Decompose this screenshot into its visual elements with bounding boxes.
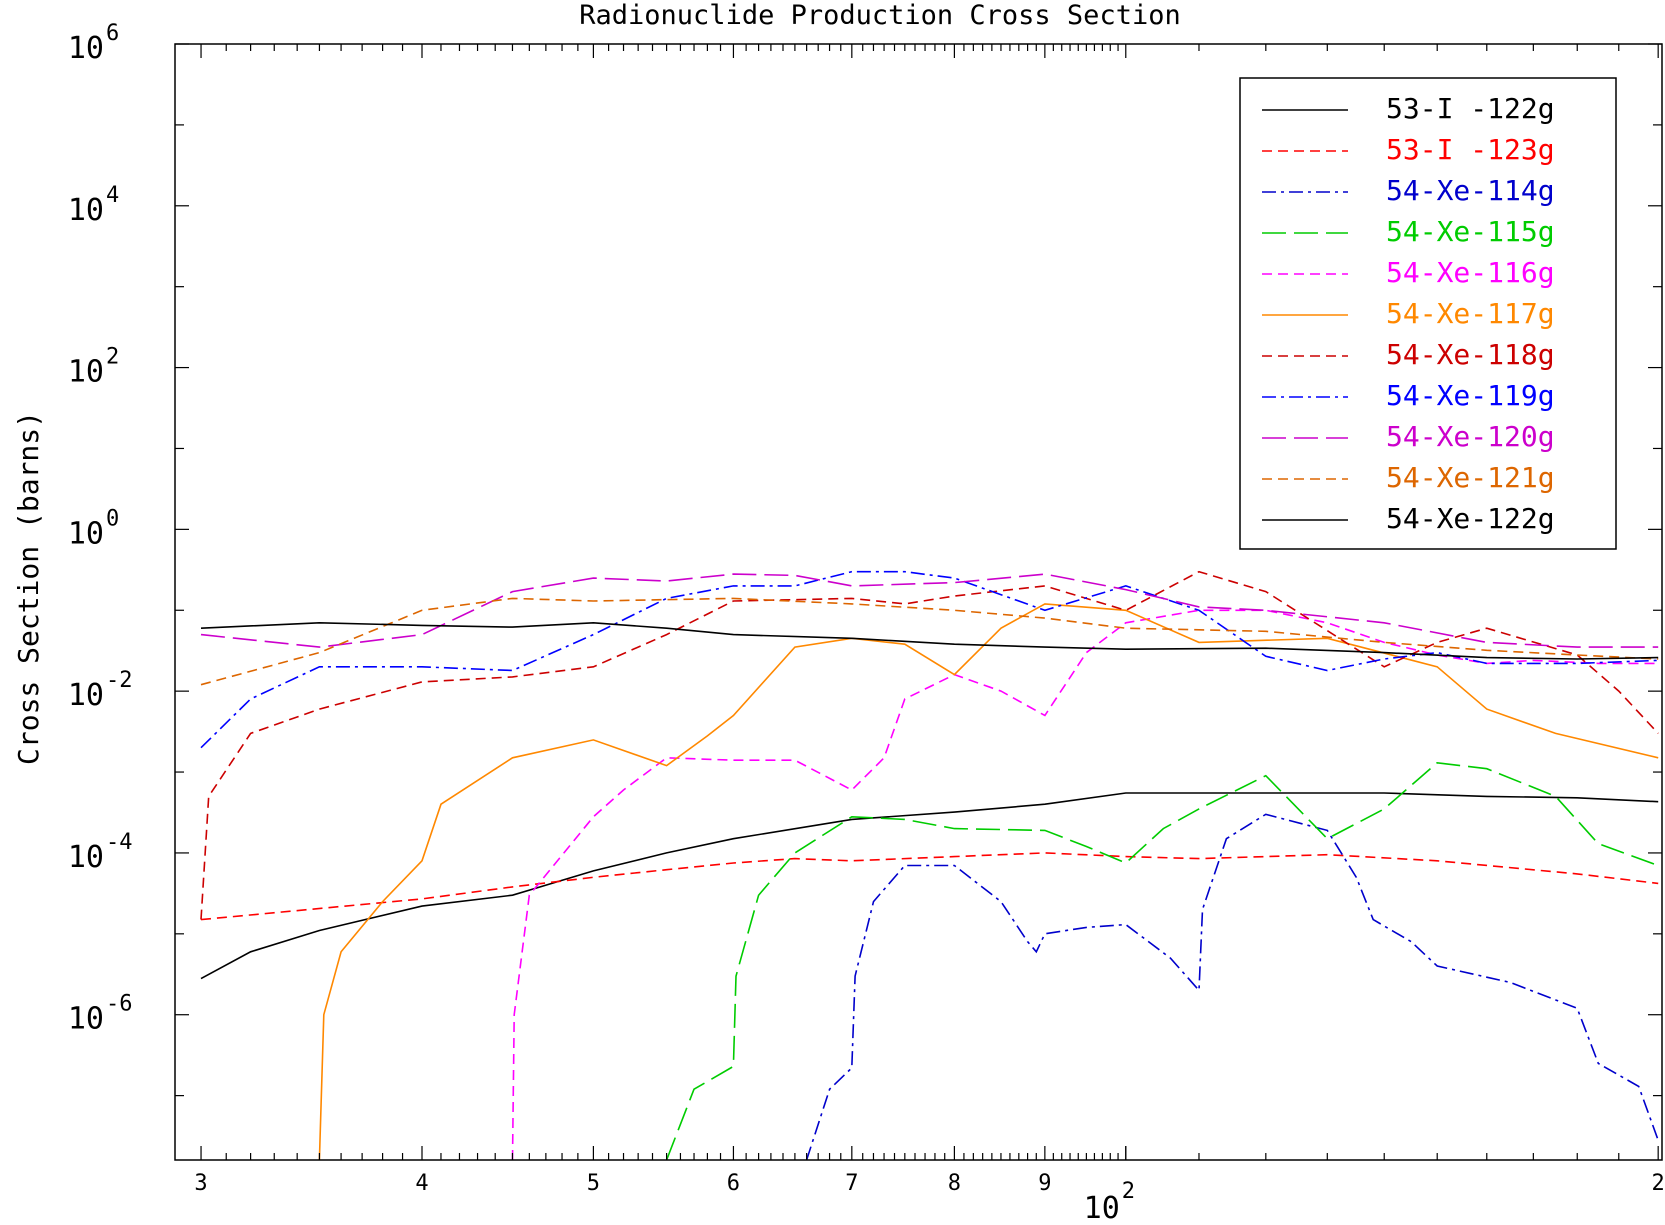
y-tick-label-exp: 6: [106, 21, 119, 46]
y-tick-label-base: 10: [68, 516, 104, 551]
plot-frame: [174, 43, 1663, 1161]
y-tick-label-exp: -6: [106, 992, 133, 1017]
legend-label: 54-Xe-117g: [1386, 297, 1555, 330]
series-line-5: [511, 609, 1659, 1160]
series-line-4: [665, 761, 1659, 1160]
plot-area: [200, 570, 1659, 1160]
y-axis-label: Cross Section (barns): [12, 411, 45, 765]
y-tick-label-exp: 0: [106, 506, 119, 531]
x-tick-label: 3: [194, 1171, 207, 1196]
series-line-9: [200, 573, 1659, 648]
y-tick-label-base: 10: [68, 31, 104, 66]
series-line-3: [805, 813, 1659, 1160]
legend-label: 54-Xe-118g: [1386, 338, 1555, 371]
series-line-1: [200, 792, 1659, 980]
legend-label: 54-Xe-114g: [1386, 174, 1555, 207]
legend-label: 54-Xe-121g: [1386, 461, 1555, 494]
legend-label: 54-Xe-116g: [1386, 256, 1555, 289]
x-tick-label: 4: [415, 1171, 428, 1196]
legend-label: 54-Xe-115g: [1386, 215, 1555, 248]
x-tick-label: 7: [845, 1171, 858, 1196]
x-tick-label: 5: [587, 1171, 600, 1196]
y-tick-label-exp: -4: [106, 830, 133, 855]
series-line-7: [200, 570, 1659, 920]
y-tick-label-exp: 4: [106, 183, 119, 208]
y-tick-label-exp: 2: [106, 345, 119, 370]
y-tick-label-base: 10: [68, 840, 104, 875]
legend: 53-I -122g 53-I -123g 54-Xe-114g 54-Xe-115g…: [1239, 77, 1617, 550]
x-decade-label-exp: 2: [1122, 1179, 1135, 1204]
series-line-11: [200, 621, 1659, 660]
y-tick-label-base: 10: [68, 193, 104, 228]
x-tick-label: 2: [1652, 1171, 1665, 1196]
legend-label: 53-I -122g: [1386, 92, 1555, 125]
x-tick-label: 6: [727, 1171, 740, 1196]
x-decade-label-base: 10: [1084, 1191, 1120, 1225]
y-tick-label-base: 10: [68, 1002, 104, 1037]
x-tick-label: 8: [948, 1171, 961, 1196]
y-tick-label-base: 10: [68, 355, 104, 390]
legend-label: 54-Xe-120g: [1386, 420, 1555, 453]
y-tick-label-base: 10: [68, 678, 104, 713]
legend-label: 54-Xe-122g: [1386, 502, 1555, 535]
x-tick-label: 9: [1038, 1171, 1051, 1196]
chart-title: Radionuclide Production Cross Section: [579, 0, 1180, 31]
legend-label: 54-Xe-119g: [1386, 379, 1555, 412]
legend-label: 53-I -123g: [1386, 133, 1555, 166]
axes: 3 4 5 6 7 8 9 210 210 -610 -410 -210 010 210 410 6: [68, 21, 1665, 1225]
y-tick-label-exp: -2: [106, 668, 133, 693]
series-line-10: [200, 597, 1659, 686]
series-line-2: [200, 852, 1659, 921]
legend-box: [1239, 77, 1617, 550]
